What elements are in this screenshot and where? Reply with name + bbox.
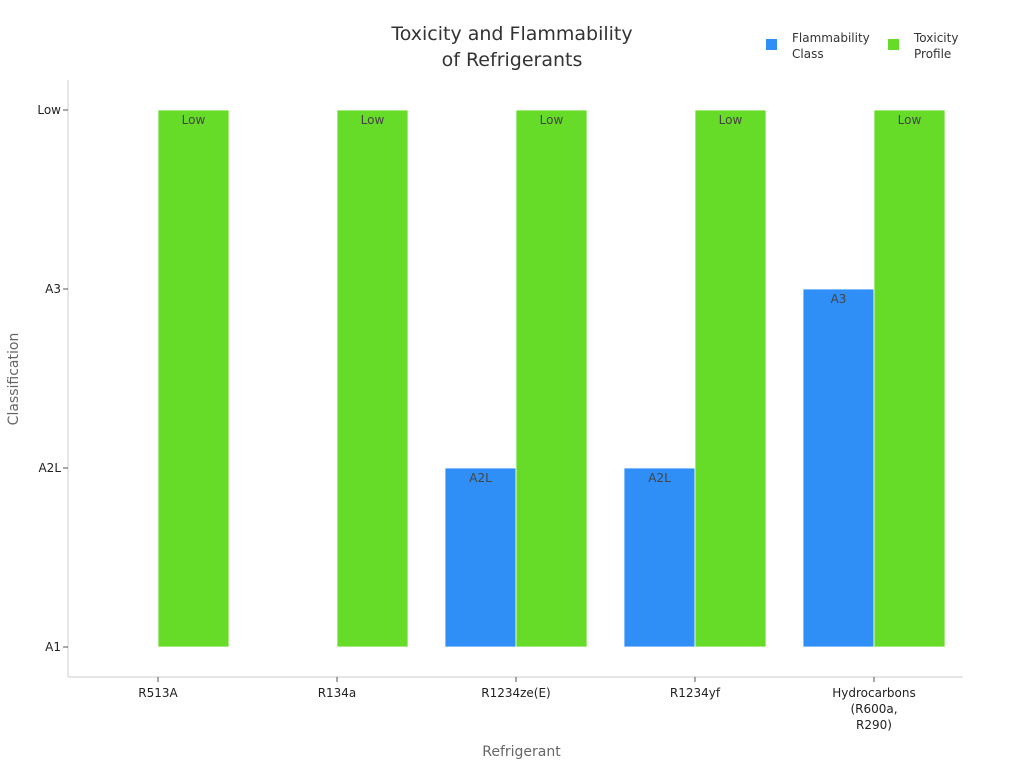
legend-label: Profile (914, 47, 951, 61)
y-tick-label: A3 (45, 282, 61, 296)
chart-title: Toxicity and Flammability of Refrigerants (390, 23, 632, 71)
bar (873, 109, 946, 648)
bar (515, 109, 588, 648)
legend-entry: Toxicity Profile (888, 31, 958, 61)
y-tick-label: Low (37, 103, 61, 117)
legend-entry: Flammability Class (766, 31, 870, 61)
bar-value-label: Low (898, 113, 922, 127)
bar-value-label: Low (361, 113, 385, 127)
x-tick-label: (R600a, (850, 702, 897, 716)
bar-value-label: A2L (648, 471, 671, 485)
legend-label: Flammability (792, 31, 870, 45)
y-tick-label: A1 (45, 640, 61, 654)
x-tick-label: R1234yf (670, 686, 721, 700)
axes: A1 A2L A3 Low R513A R134a R1234ze(E) R1234yf Hyd… (6, 80, 963, 760)
bars (157, 109, 946, 648)
title-line: of Refrigerants (442, 49, 583, 71)
y-tick-label: A2L (38, 461, 61, 475)
bar-value-label: Low (540, 113, 564, 127)
bar-value-label: A2L (469, 471, 492, 485)
x-tick-label: R290) (856, 718, 892, 732)
title-line: Toxicity and Flammability (390, 23, 632, 45)
bar (157, 109, 230, 648)
legend-swatch (766, 39, 777, 50)
bar (444, 467, 517, 648)
bar (802, 288, 875, 648)
legend-swatch (888, 39, 899, 50)
bar (336, 109, 409, 648)
legend: Flammability Class Toxicity Profile (766, 31, 958, 61)
x-tick-label: R134a (318, 686, 357, 700)
legend-label: Class (792, 47, 824, 61)
x-axis-label: Refrigerant (482, 744, 561, 760)
x-tick-label: Hydrocarbons (832, 686, 915, 700)
bar-value-label: A3 (831, 292, 847, 306)
bar-value-label: Low (182, 113, 206, 127)
bar (694, 109, 767, 648)
data-labels: A2L A2L A3 Low Low Low Low Low (182, 113, 922, 485)
x-tick-label: R1234ze(E) (481, 686, 551, 700)
legend-label: Toxicity (913, 31, 958, 45)
bar (623, 467, 696, 648)
x-tick-label: R513A (138, 686, 178, 700)
y-axis-label: Classification (6, 333, 22, 426)
bar-value-label: Low (719, 113, 743, 127)
